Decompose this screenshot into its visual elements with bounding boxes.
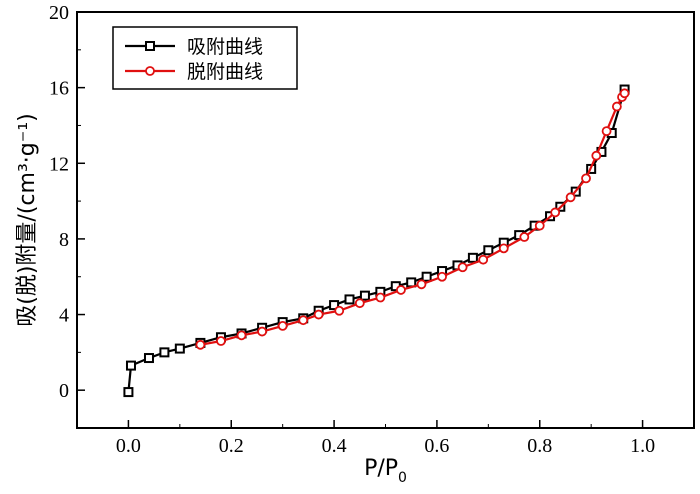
data-point (123, 387, 134, 398)
series-desorption (195, 88, 630, 350)
y-tick-label: 12 (49, 153, 69, 175)
data-point (611, 101, 622, 112)
legend-label: 脱附曲线 (187, 61, 263, 83)
data-point (195, 339, 206, 350)
data-point (298, 315, 309, 326)
y-tick-label: 8 (59, 229, 69, 251)
legend-swatch-marker (145, 66, 155, 76)
data-point (257, 326, 268, 337)
data-point (396, 285, 406, 295)
x-axis-title-base: P/P (364, 456, 398, 481)
legend-box (112, 26, 298, 90)
data-point (467, 252, 478, 263)
ticks-layer: 0.0 0.2 0.4 0.6 0.8 1.0 0 4 8 12 16 20 (49, 2, 695, 457)
data-point (591, 150, 602, 161)
data-point (581, 173, 591, 184)
data-point (601, 126, 612, 137)
data-point (313, 309, 324, 320)
data-point (375, 292, 386, 303)
data-point (329, 300, 340, 311)
y-axis-title: 吸(脱)附量/(cm³·g⁻¹) (15, 113, 40, 326)
data-point (565, 192, 576, 203)
data-point (437, 271, 447, 282)
data-point (421, 271, 432, 282)
x-tick-label: 0.6 (424, 435, 449, 457)
data-point (159, 347, 170, 358)
data-point (125, 360, 136, 371)
data-point (236, 330, 247, 341)
legend-entry: 吸附曲线 (125, 36, 263, 58)
y-tick-label: 20 (49, 2, 69, 24)
data-point (344, 294, 355, 305)
data-point (483, 245, 494, 256)
data-point (359, 290, 370, 301)
series-line (200, 92, 626, 346)
data-point (406, 277, 417, 288)
data-point (174, 343, 185, 354)
x-tick-label: 1.0 (630, 435, 655, 457)
data-point (216, 336, 226, 346)
legend-entry: 脱附曲线 (125, 61, 263, 83)
data-point (478, 254, 489, 265)
x-tick-label: 0.8 (527, 435, 552, 457)
data-point (416, 279, 427, 290)
legend-label: 吸附曲线 (187, 36, 263, 58)
x-axis-title: P/P0 (364, 456, 407, 486)
data-point (534, 220, 545, 231)
legend-swatch-marker (145, 41, 155, 51)
data-point (143, 353, 154, 364)
data-point (619, 88, 630, 99)
y-tick-label: 16 (49, 78, 69, 100)
data-point (354, 298, 365, 309)
x-tick-label: 0.4 (322, 435, 347, 457)
data-point (498, 243, 509, 254)
data-point (550, 207, 561, 218)
data-point (277, 320, 288, 331)
series-layer (123, 84, 630, 398)
x-tick-label: 0.0 (116, 435, 141, 457)
x-axis-title-subscript: 0 (398, 470, 407, 486)
data-point (519, 232, 530, 242)
y-tick-label: 0 (59, 380, 69, 402)
x-tick-label: 0.2 (219, 435, 244, 457)
data-point (334, 305, 345, 316)
data-point (457, 262, 468, 273)
y-tick-label: 4 (59, 305, 69, 327)
